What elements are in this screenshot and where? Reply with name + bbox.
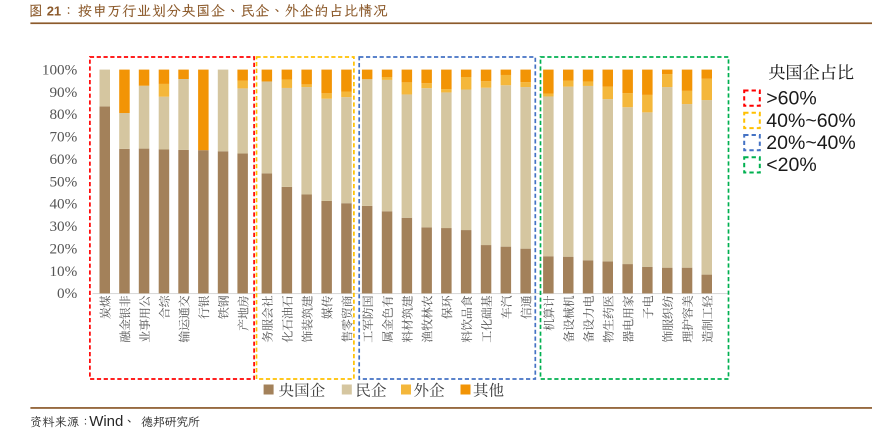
svg-text:90%: 90% — [49, 84, 77, 101]
svg-text:70%: 70% — [49, 129, 77, 146]
svg-text:40%~60%: 40%~60% — [766, 110, 855, 132]
svg-text:10%: 10% — [49, 263, 77, 280]
svg-text:80%: 80% — [49, 106, 77, 123]
svg-text:30%: 30% — [49, 218, 77, 235]
svg-text:0%: 0% — [57, 285, 78, 302]
svg-text:<20%: <20% — [766, 154, 816, 176]
svg-text:20%: 20% — [49, 240, 77, 257]
svg-text:>60%: >60% — [766, 88, 816, 110]
svg-text:Wind: Wind — [89, 413, 123, 430]
svg-text:40%: 40% — [49, 196, 77, 213]
svg-text:20%~40%: 20%~40% — [766, 132, 855, 154]
svg-text:50%: 50% — [49, 173, 77, 190]
svg-text:100%: 100% — [42, 61, 78, 78]
svg-text:21: 21 — [47, 4, 61, 19]
svg-text:60%: 60% — [49, 151, 77, 168]
